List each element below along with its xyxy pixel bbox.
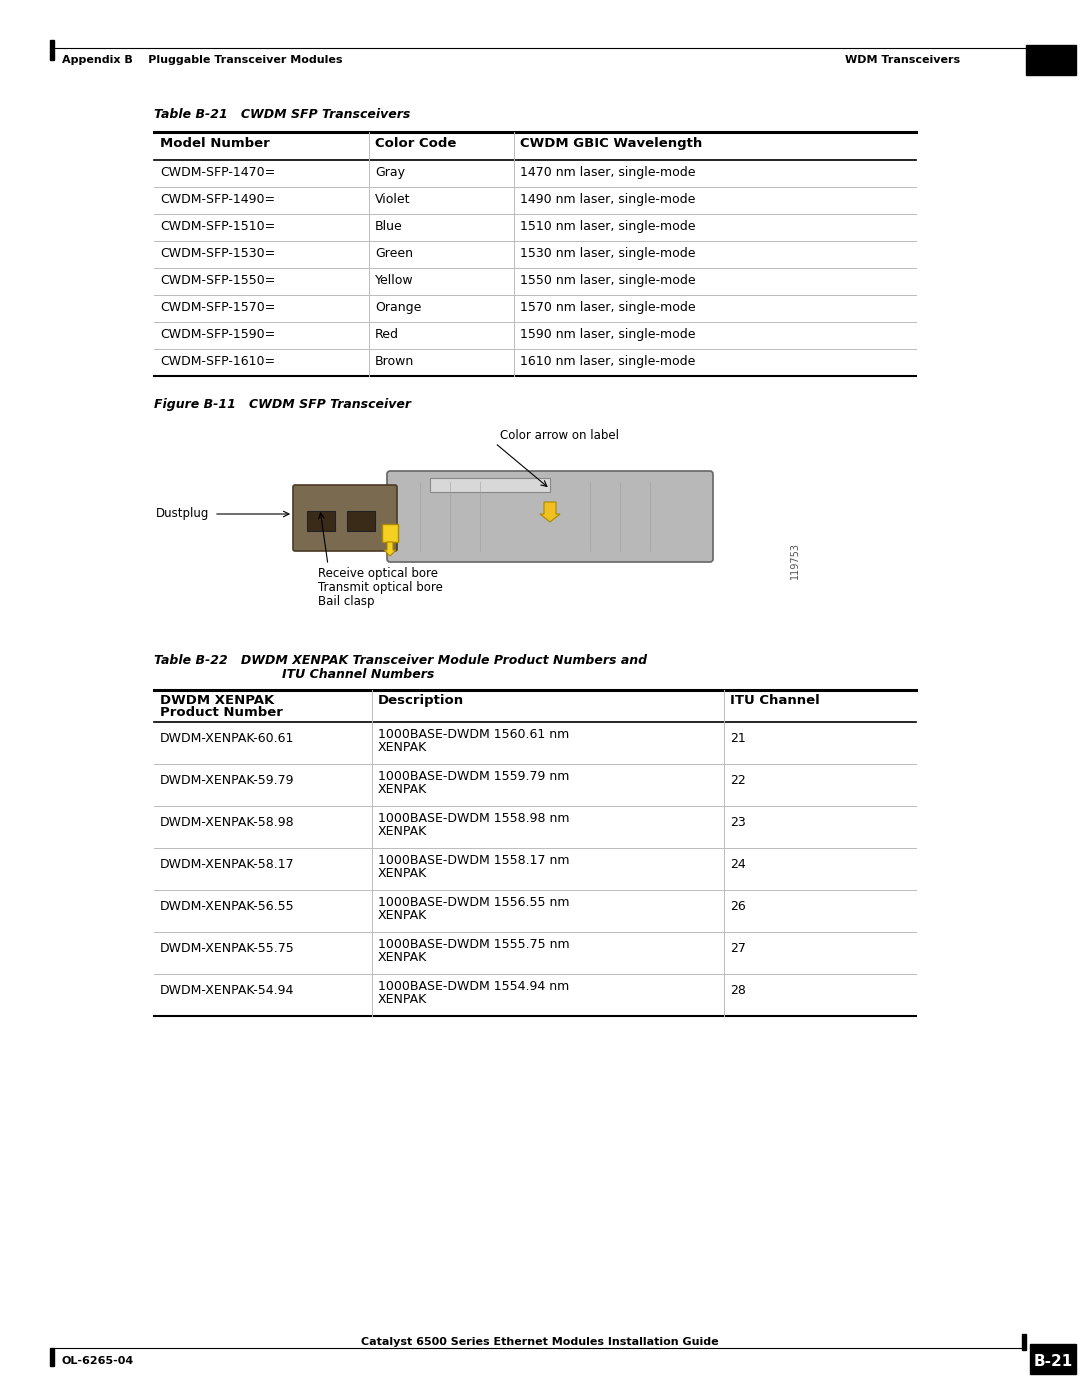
Text: XENPAK: XENPAK bbox=[378, 909, 428, 922]
Text: Red: Red bbox=[375, 328, 399, 341]
Text: 1000BASE-DWDM 1554.94 nm: 1000BASE-DWDM 1554.94 nm bbox=[378, 981, 569, 993]
Text: Description: Description bbox=[378, 694, 464, 707]
Text: XENPAK: XENPAK bbox=[378, 782, 428, 796]
Bar bbox=[307, 511, 335, 531]
Text: 26: 26 bbox=[730, 900, 746, 914]
Text: Transmit optical bore: Transmit optical bore bbox=[318, 581, 443, 594]
Text: XENPAK: XENPAK bbox=[378, 740, 428, 754]
FancyBboxPatch shape bbox=[387, 471, 713, 562]
Text: Gray: Gray bbox=[375, 166, 405, 179]
Text: Violet: Violet bbox=[375, 193, 410, 205]
Text: ITU Channel Numbers: ITU Channel Numbers bbox=[282, 668, 434, 680]
FancyArrow shape bbox=[540, 502, 561, 522]
Text: 1590 nm laser, single-mode: 1590 nm laser, single-mode bbox=[519, 328, 696, 341]
Text: CWDM-SFP-1590=: CWDM-SFP-1590= bbox=[160, 328, 275, 341]
Text: CWDM-SFP-1570=: CWDM-SFP-1570= bbox=[160, 300, 275, 314]
Text: ITU Channel: ITU Channel bbox=[730, 694, 820, 707]
Text: DWDM XENPAK: DWDM XENPAK bbox=[160, 694, 274, 707]
Bar bbox=[50, 1348, 54, 1366]
Text: 1610 nm laser, single-mode: 1610 nm laser, single-mode bbox=[519, 355, 696, 367]
Text: 1490 nm laser, single-mode: 1490 nm laser, single-mode bbox=[519, 193, 696, 205]
Text: CWDM GBIC Wavelength: CWDM GBIC Wavelength bbox=[519, 137, 702, 149]
Text: DWDM-XENPAK-54.94: DWDM-XENPAK-54.94 bbox=[160, 983, 295, 997]
Text: DWDM-XENPAK-56.55: DWDM-XENPAK-56.55 bbox=[160, 900, 295, 914]
Text: Green: Green bbox=[375, 247, 413, 260]
Text: CWDM-SFP-1490=: CWDM-SFP-1490= bbox=[160, 193, 275, 205]
Text: 1000BASE-DWDM 1560.61 nm: 1000BASE-DWDM 1560.61 nm bbox=[378, 728, 569, 740]
Text: Color Code: Color Code bbox=[375, 137, 457, 149]
Bar bbox=[1030, 1344, 1076, 1375]
Text: Catalyst 6500 Series Ethernet Modules Installation Guide: Catalyst 6500 Series Ethernet Modules In… bbox=[361, 1337, 719, 1347]
Text: 21: 21 bbox=[730, 732, 746, 745]
Text: DWDM-XENPAK-58.17: DWDM-XENPAK-58.17 bbox=[160, 858, 295, 870]
Text: 1000BASE-DWDM 1559.79 nm: 1000BASE-DWDM 1559.79 nm bbox=[378, 770, 569, 782]
Bar bbox=[430, 478, 550, 492]
Text: OL-6265-04: OL-6265-04 bbox=[62, 1356, 134, 1366]
Text: CWDM-SFP-1550=: CWDM-SFP-1550= bbox=[160, 274, 275, 286]
Text: DWDM-XENPAK-60.61: DWDM-XENPAK-60.61 bbox=[160, 732, 295, 745]
Text: 1530 nm laser, single-mode: 1530 nm laser, single-mode bbox=[519, 247, 696, 260]
Text: Orange: Orange bbox=[375, 300, 421, 314]
Text: 1000BASE-DWDM 1556.55 nm: 1000BASE-DWDM 1556.55 nm bbox=[378, 895, 569, 909]
Text: Model Number: Model Number bbox=[160, 137, 270, 149]
Text: 1000BASE-DWDM 1558.98 nm: 1000BASE-DWDM 1558.98 nm bbox=[378, 812, 569, 826]
Bar bbox=[1022, 1334, 1026, 1350]
Text: Bail clasp: Bail clasp bbox=[318, 595, 375, 608]
Bar bbox=[347, 511, 375, 531]
Text: Figure B-11   CWDM SFP Transceiver: Figure B-11 CWDM SFP Transceiver bbox=[154, 398, 411, 411]
Text: 27: 27 bbox=[730, 942, 746, 956]
Text: CWDM-SFP-1510=: CWDM-SFP-1510= bbox=[160, 219, 275, 233]
Text: B-21: B-21 bbox=[1034, 1354, 1072, 1369]
Text: 1000BASE-DWDM 1555.75 nm: 1000BASE-DWDM 1555.75 nm bbox=[378, 937, 569, 951]
Bar bbox=[382, 524, 399, 542]
Text: 1570 nm laser, single-mode: 1570 nm laser, single-mode bbox=[519, 300, 696, 314]
Text: Blue: Blue bbox=[375, 219, 403, 233]
Text: 1550 nm laser, single-mode: 1550 nm laser, single-mode bbox=[519, 274, 696, 286]
Text: 22: 22 bbox=[730, 774, 746, 787]
Bar bbox=[50, 41, 54, 60]
Text: Color arrow on label: Color arrow on label bbox=[500, 429, 619, 441]
Text: Receive optical bore: Receive optical bore bbox=[318, 567, 438, 580]
Bar bbox=[1026, 45, 1076, 75]
Text: 1510 nm laser, single-mode: 1510 nm laser, single-mode bbox=[519, 219, 696, 233]
Text: XENPAK: XENPAK bbox=[378, 868, 428, 880]
Text: 28: 28 bbox=[730, 983, 746, 997]
Text: Table B-22   DWDM XENPAK Transceiver Module Product Numbers and: Table B-22 DWDM XENPAK Transceiver Modul… bbox=[154, 654, 647, 666]
Text: Brown: Brown bbox=[375, 355, 415, 367]
Text: CWDM-SFP-1610=: CWDM-SFP-1610= bbox=[160, 355, 275, 367]
Text: XENPAK: XENPAK bbox=[378, 951, 428, 964]
Text: Dustplug: Dustplug bbox=[156, 507, 210, 521]
Text: 23: 23 bbox=[730, 816, 746, 828]
Text: 119753: 119753 bbox=[789, 542, 800, 578]
Text: 24: 24 bbox=[730, 858, 746, 870]
Text: Appendix B    Pluggable Transceiver Modules: Appendix B Pluggable Transceiver Modules bbox=[62, 54, 342, 66]
Text: Product Number: Product Number bbox=[160, 705, 283, 719]
Text: XENPAK: XENPAK bbox=[378, 826, 428, 838]
Text: 1000BASE-DWDM 1558.17 nm: 1000BASE-DWDM 1558.17 nm bbox=[378, 854, 569, 868]
Text: WDM Transceivers: WDM Transceivers bbox=[845, 54, 960, 66]
Text: DWDM-XENPAK-59.79: DWDM-XENPAK-59.79 bbox=[160, 774, 295, 787]
FancyBboxPatch shape bbox=[293, 485, 397, 550]
FancyArrow shape bbox=[384, 542, 396, 556]
Text: XENPAK: XENPAK bbox=[378, 993, 428, 1006]
Text: 1470 nm laser, single-mode: 1470 nm laser, single-mode bbox=[519, 166, 696, 179]
Text: CWDM-SFP-1470=: CWDM-SFP-1470= bbox=[160, 166, 275, 179]
Text: Table B-21   CWDM SFP Transceivers: Table B-21 CWDM SFP Transceivers bbox=[154, 108, 410, 122]
Text: DWDM-XENPAK-58.98: DWDM-XENPAK-58.98 bbox=[160, 816, 295, 828]
Text: Yellow: Yellow bbox=[375, 274, 414, 286]
Text: DWDM-XENPAK-55.75: DWDM-XENPAK-55.75 bbox=[160, 942, 295, 956]
Text: CWDM-SFP-1530=: CWDM-SFP-1530= bbox=[160, 247, 275, 260]
